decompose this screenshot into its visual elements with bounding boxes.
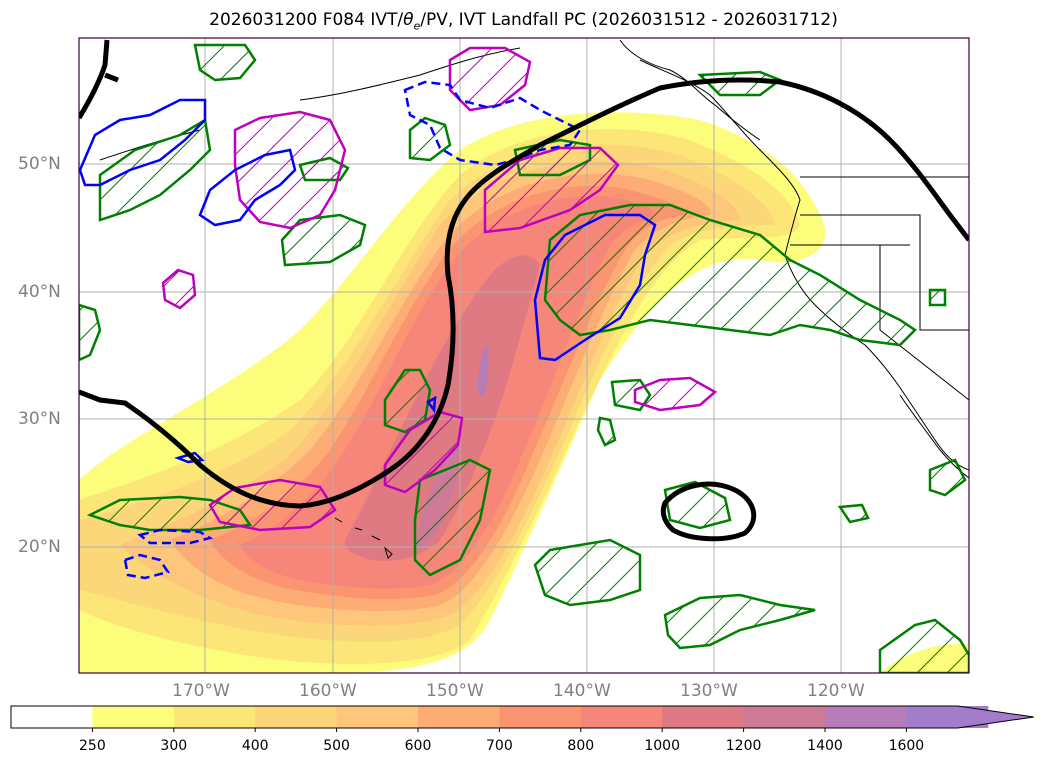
figure-title: 2026031200 F084 IVT/θe/PV, IVT Landfall … [0,10,1047,32]
green-region-1 [193,43,257,82]
title-suffix: /PV, IVT Landfall PC (2026031512 - 20260… [420,10,838,30]
green-region-16 [596,416,617,447]
green-region-17 [928,458,967,497]
state-boundary-wa-or [800,214,969,331]
green-region-2 [98,117,212,222]
colorbar-segment [825,706,907,728]
lon-label-120: 120°W [807,681,865,701]
map-frame [78,37,970,674]
blue-region-2 [198,148,297,227]
coast-alaska-panhandle [619,39,761,141]
green-region-5 [383,368,432,434]
colorbar-tick-label: 1000 [644,738,681,754]
green-region-13 [697,70,783,97]
green-contours [79,43,969,673]
colorbar-tick-label: 400 [241,738,269,754]
blue-region-1 [79,98,207,187]
colorbar-segment [255,706,338,728]
theta-contour-main [79,77,969,509]
magenta-region-7 [633,376,718,412]
colorbar-tick-label: 250 [79,738,106,754]
blue-region-5 [426,395,437,414]
colorbar-tick-label: 1600 [888,738,925,754]
colorbar [10,705,1034,732]
colorbar-segment [662,706,745,728]
colorbar-segment [11,706,93,728]
theta-contour-loop [660,481,757,542]
green-region-6 [413,458,492,577]
blue-dashed-region-3 [137,528,214,545]
title-theta-sub: e [413,19,421,33]
blue-dashed-region-1 [403,80,582,167]
lon-label-150: 150°W [426,681,484,701]
green-region-8 [533,538,642,607]
colorbar-tick-label: 700 [486,738,513,754]
colorbar-outline [10,705,1034,729]
colorbar-segment [499,706,582,728]
ivt-level-1400 [477,345,489,397]
colorbar-segment [92,706,175,728]
colorbar-segment [580,706,663,728]
lon-label-160: 160°W [299,681,357,701]
lon-label-140: 140°W [553,681,611,701]
green-region-9 [663,593,816,650]
magenta-region-3 [483,146,620,234]
green-region-4 [543,203,917,347]
blue-dashed-contours [123,80,582,580]
lat-label-30: 30°N [18,409,61,429]
theta-contour-nw-tail [104,72,119,83]
green-region-15 [79,303,102,362]
colorbar-segment [173,706,256,728]
colorbar-segment [418,706,500,728]
theta-contour-nw [79,39,110,120]
lat-label-40: 40°N [18,282,61,302]
colorbar-tick-label: 1400 [807,738,843,754]
lon-label-170: 170°W [172,681,230,701]
colorbar-tick-label: 300 [160,738,188,754]
lat-label-50: 50°N [18,154,61,174]
green-region-20 [928,288,947,307]
colorbar-tick-label: 600 [404,738,432,754]
hawaii-islands [334,517,393,559]
theta-contours [79,39,969,542]
magenta-region-5 [383,410,464,494]
green-region-11 [878,618,969,673]
colorbar-segment [743,706,826,728]
blue-region-3 [533,213,657,362]
lon-label-130: 130°W [680,681,738,701]
title-theta: θ [403,10,414,30]
lat-label-20: 20°N [18,537,61,557]
title-prefix: 2026031200 F084 IVT/ [209,10,404,30]
green-region-10 [663,480,732,530]
colorbar-tick-label: 500 [323,738,350,754]
colorbar-tick-label: 1200 [725,738,762,754]
blue-dashed-region-2 [123,553,171,580]
colorbar-extend-arrow [906,706,1034,728]
colorbar-tick-label: 800 [567,738,595,754]
map-content [79,38,969,673]
colorbar-segment [336,706,419,728]
magenta-region-1 [233,110,347,230]
green-region-19 [837,503,870,524]
magenta-region-4 [161,268,197,310]
green-region-21 [408,116,452,162]
